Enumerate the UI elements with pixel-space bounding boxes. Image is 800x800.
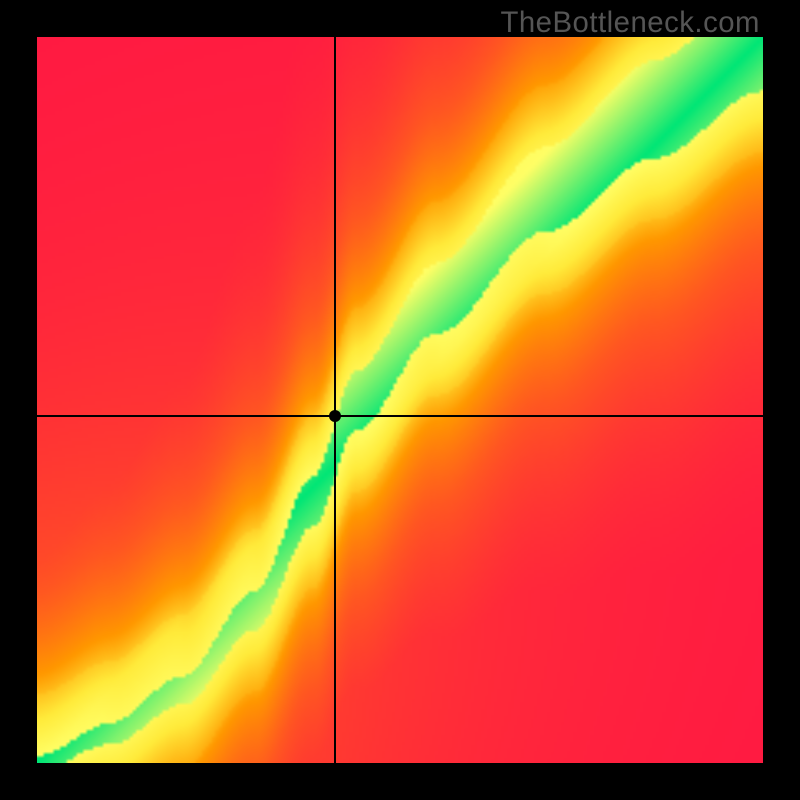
watermark-text: TheBottleneck.com: [500, 6, 760, 40]
chart-container: TheBottleneck.com: [0, 0, 800, 800]
heatmap-canvas: [37, 37, 763, 763]
crosshair-vertical: [334, 37, 336, 763]
crosshair-horizontal: [37, 415, 763, 417]
intersection-marker: [329, 410, 341, 422]
plot-area: [37, 37, 763, 763]
